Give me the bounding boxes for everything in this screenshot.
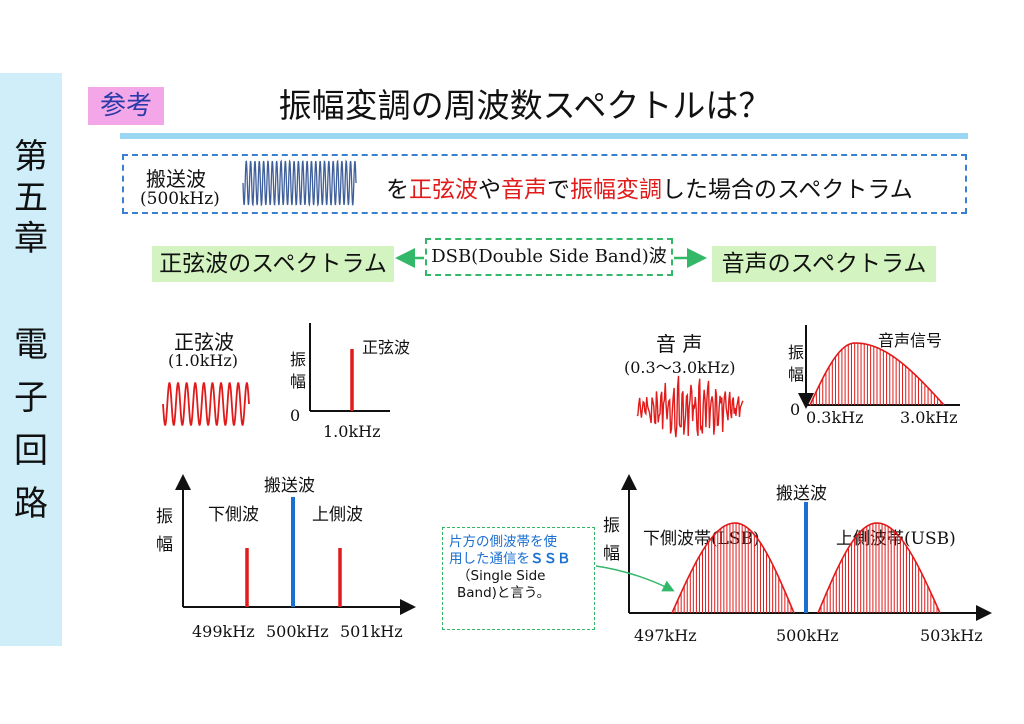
am-sine-x-tick: 499kHz [192,622,255,641]
intro-sentence-part: を [386,177,409,203]
title-underline [120,133,968,139]
usb-label: 上側波帯(USB) [836,529,956,549]
lsb-label: 下側波帯(LSB) [643,529,760,549]
sidebar-char: 路 [14,484,48,524]
carrier-label: 搬送波 [146,167,206,191]
voice-zero-label: 0 [790,400,801,419]
voice-waveform [636,375,744,438]
reference-tag: 参考 [88,87,164,125]
ssb-note-line: （Single Side [457,568,546,584]
intro-sentence-part: した場合のスペクトラム [662,177,913,203]
sine-title: 正弦波 [174,330,234,354]
page-title: 振幅変調の周波数スペクトルは？ [278,86,772,125]
lsb-spectrum-envelope [671,522,795,614]
am-sine-lower-label: 下側波 [208,505,259,525]
voice-frequency: (0.3〜3.0kHz) [624,358,736,377]
usb-spectrum-envelope [817,522,941,614]
am-sine-upper-label: 上側波 [312,505,363,525]
sidebar-char: 回 [14,431,48,471]
intro-sentence-part: や [478,177,501,203]
carrier-frequency: (500kHz) [140,189,220,209]
sine-waveform [162,382,250,426]
voice-spectrum-label: 音声のスペクトラム [712,246,936,282]
voice-title: 音 声 [656,332,703,356]
ssb-note-line: 用した通信をＳＳＢ [449,551,588,568]
voice-x-tick-left: 0.3kHz [806,408,864,427]
carrier-waveform [242,159,357,207]
am-voice-axis-y-label: 振 幅 [603,516,620,564]
am-voice-x-tick: 497kHz [634,626,697,645]
sidebar-char: 電 [14,325,48,365]
ssb-note-text: 用した通信を [449,551,530,567]
ssb-term: ＳＳＢ [530,551,571,567]
sine-x-tick: 1.0kHz [323,422,381,441]
sine-axis-y-label: 振 幅 [290,350,307,391]
am-voice-carrier-label: 搬送波 [776,484,827,504]
intro-sentence-part: 音声 [501,177,547,203]
ssb-note-line: 片方の側波帯を使 [449,534,557,550]
sine-zero-label: 0 [290,406,301,425]
voice-curve-label: 音声信号 [878,331,943,350]
am-sine-x-tick: 501kHz [340,622,403,641]
am-voice-x-tick: 503kHz [920,626,983,645]
am-sine-axis-y-label: 振 幅 [156,507,173,555]
sine-frequency: (1.0kHz) [168,351,239,370]
generated-waveforms [162,159,945,614]
ssb-note: 片方の側波帯を使 用した通信をＳＳＢ （Single Side Band)と言う… [442,527,595,630]
am-sine-x-tick: 500kHz [266,622,329,641]
intro-sentence-part: 振幅変調 [570,177,662,203]
sine-spectrum-label: 正弦波のスペクトラム [152,246,394,282]
intro-box [122,154,967,214]
intro-sentence: を正弦波や音声で振幅変調した場合のスペクトラム [386,170,913,204]
voice-x-tick-right: 3.0kHz [900,408,958,427]
sidebar-char: 章 [14,219,48,259]
dsb-label: DSB(Double Side Band)波 [425,238,673,276]
intro-sentence-part: 正弦波 [409,177,478,203]
ssb-note-arrow [595,565,675,592]
am-voice-x-tick: 500kHz [776,626,839,645]
sine-bar-label: 正弦波 [362,338,411,357]
sidebar-char: 子 [14,378,48,418]
sidebar-char: 第 [14,137,48,177]
am-sine-carrier-label: 搬送波 [264,476,315,496]
chapter-sidebar: 第 五 章 電 子 回 路 [0,73,62,646]
sidebar-char: 五 [14,178,48,218]
voice-axis-y-label: 振 幅 [788,343,805,384]
intro-sentence-part: で [547,177,570,203]
ssb-note-line: Band)と言う。 [457,585,551,601]
